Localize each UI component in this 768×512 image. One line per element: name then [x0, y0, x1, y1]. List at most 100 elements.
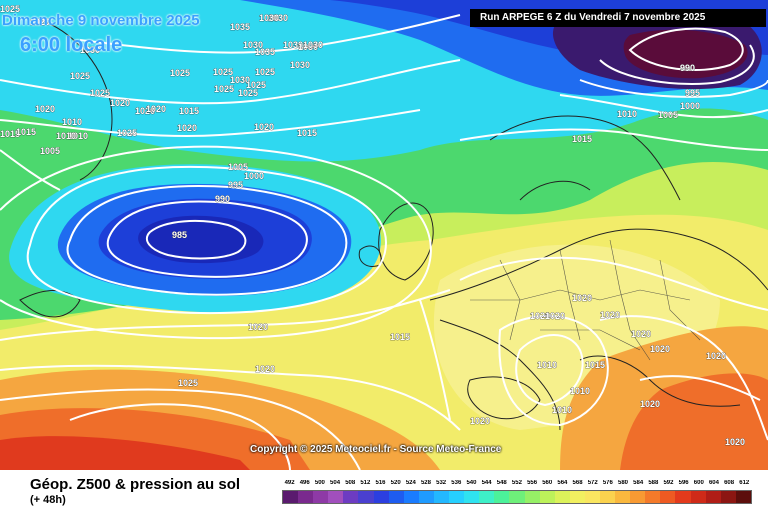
scale-tick-label: 516 — [375, 480, 386, 486]
scale-tick-label: 548 — [496, 480, 507, 486]
scale-swatch — [298, 491, 314, 503]
scale-swatch — [539, 491, 555, 503]
scale-swatch — [630, 491, 646, 503]
isobar-label: 1030 — [243, 40, 263, 50]
isobar-label: 1020 — [146, 104, 166, 114]
field-maroon — [623, 29, 748, 79]
isobar-label: 1020 — [600, 310, 620, 320]
isobar-label: 1020 — [640, 399, 660, 409]
isobar-label: 1020 — [254, 122, 274, 132]
scale-tick-label: 528 — [420, 480, 431, 486]
scale-swatch — [720, 491, 736, 503]
isobar-label: 1005 — [228, 162, 248, 172]
scale-swatch — [358, 491, 374, 503]
scale-swatch — [660, 491, 676, 503]
scale-swatch — [464, 491, 480, 503]
scale-tick-label: 496 — [299, 480, 310, 486]
scale-swatch — [524, 491, 540, 503]
isobar-label: 1035 — [230, 22, 250, 32]
scale-swatch — [554, 491, 570, 503]
isobar-label: 1010 — [56, 131, 76, 141]
scale-tick-label: 500 — [314, 480, 325, 486]
isobar-label: 1025 — [170, 68, 190, 78]
scale-swatch — [569, 491, 585, 503]
isobar-label: 1005 — [40, 146, 60, 156]
isobar-label: 1030 — [290, 60, 310, 70]
scale-swatch — [373, 491, 389, 503]
isobar-label: 1020 — [248, 322, 268, 332]
isobar-label: 1025 — [213, 67, 233, 77]
isobar-label: 1020 — [650, 344, 670, 354]
isobar-label: 1020 — [135, 106, 155, 116]
forecast-time: 6:00 locale — [20, 34, 123, 56]
copyright-notice: Copyright © 2025 Meteociel.fr - Source M… — [250, 444, 502, 455]
isobar-label: 1015 — [179, 106, 199, 116]
isobar-label: 1020 — [530, 311, 550, 321]
forecast-date: Dimanche 9 novembre 2025 — [2, 12, 200, 29]
isobar-label: 990 — [680, 63, 695, 73]
isobar-label: 1030 — [80, 45, 100, 55]
isobar-label: 1020 — [706, 351, 726, 361]
legend-footer: Géop. Z500 & pression au sol (+ 48h) 492… — [0, 470, 768, 512]
isobar-label: 1010 — [537, 360, 557, 370]
isobar-label: 1010 — [62, 117, 82, 127]
isobar-label: 1030 — [298, 42, 318, 52]
isobar-label: 1010 — [552, 405, 572, 415]
color-scale-bar — [282, 490, 752, 504]
scale-tick-label: 588 — [648, 480, 659, 486]
isobar-label: 1015 — [0, 129, 20, 139]
isobar-label: 1020 — [545, 311, 565, 321]
isobar-label: 1025 — [178, 378, 198, 388]
scale-tick-label: 564 — [557, 480, 568, 486]
scale-tick-label: 608 — [724, 480, 735, 486]
scale-tick-label: 568 — [572, 480, 583, 486]
isobar-label: 1025 — [246, 80, 266, 90]
scale-swatch — [418, 491, 434, 503]
isobar-label: 995 — [228, 180, 243, 190]
scale-swatch — [690, 491, 706, 503]
scale-tick-label: 560 — [542, 480, 553, 486]
scale-tick-label: 600 — [693, 480, 704, 486]
scale-tick-label: 556 — [527, 480, 538, 486]
model-run-label: Run ARPEGE 6 Z du Vendredi 7 novembre 20… — [470, 9, 766, 27]
scale-tick-label: 520 — [390, 480, 401, 486]
scale-swatch — [615, 491, 631, 503]
scale-swatch — [403, 491, 419, 503]
isobar-label: 1005 — [658, 110, 678, 120]
isobar-label: 1000 — [680, 101, 700, 111]
scale-tick-label: 580 — [618, 480, 629, 486]
isobar-label: 1035 — [255, 47, 275, 57]
isobar-label: 1010 — [617, 109, 637, 119]
scale-tick-label: 544 — [481, 480, 492, 486]
isobar-label: 1000 — [244, 171, 264, 181]
scale-swatch — [645, 491, 661, 503]
country-borders — [470, 239, 701, 361]
isobar-label: 1020 — [110, 98, 130, 108]
isobar-label: 1015 — [297, 128, 317, 138]
scale-tick-label: 492 — [284, 480, 295, 486]
isobar-label: 1025 — [255, 67, 275, 77]
isobar-label: 1030 — [283, 40, 303, 50]
isobar-label: 990 — [215, 194, 230, 204]
isobar-label: 1020 — [177, 123, 197, 133]
isobar-label: 1015 — [585, 360, 605, 370]
field-dark-orange-east — [620, 373, 768, 470]
isobar-label: 1030 — [303, 40, 323, 50]
color-scale-ticks: 492 496 500 504 508 512 516 520 524 528 532 536 540 5… — [282, 480, 752, 490]
scale-tick-label: 512 — [360, 480, 371, 486]
scale-swatch — [705, 491, 721, 503]
isobar-label: 1020 — [572, 293, 592, 303]
scale-swatch — [388, 491, 404, 503]
scale-swatch — [479, 491, 495, 503]
isobar-label: 1025 — [238, 88, 258, 98]
legend-subtitle: (+ 48h) — [30, 494, 66, 506]
isobar-label: 1010 — [570, 386, 590, 396]
isobar-label: 1015 — [572, 134, 592, 144]
scale-swatch — [449, 491, 465, 503]
scale-tick-label: 532 — [436, 480, 447, 486]
legend-title: Géop. Z500 & pression au sol — [30, 476, 241, 493]
scale-swatch — [509, 491, 525, 503]
isobar-label: 1010 — [68, 131, 88, 141]
isobars — [0, 14, 768, 470]
isobar-label: 1020 — [30, 17, 50, 27]
